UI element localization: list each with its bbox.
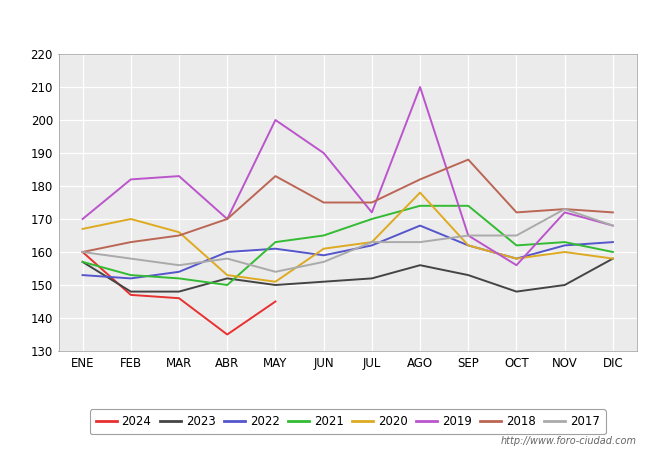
Text: Afiliados en Malpartida de la Serena a 31/5/2024: Afiliados en Malpartida de la Serena a 3… (112, 14, 538, 33)
Text: http://www.foro-ciudad.com: http://www.foro-ciudad.com (501, 436, 637, 446)
Legend: 2024, 2023, 2022, 2021, 2020, 2019, 2018, 2017: 2024, 2023, 2022, 2021, 2020, 2019, 2018… (90, 410, 606, 434)
